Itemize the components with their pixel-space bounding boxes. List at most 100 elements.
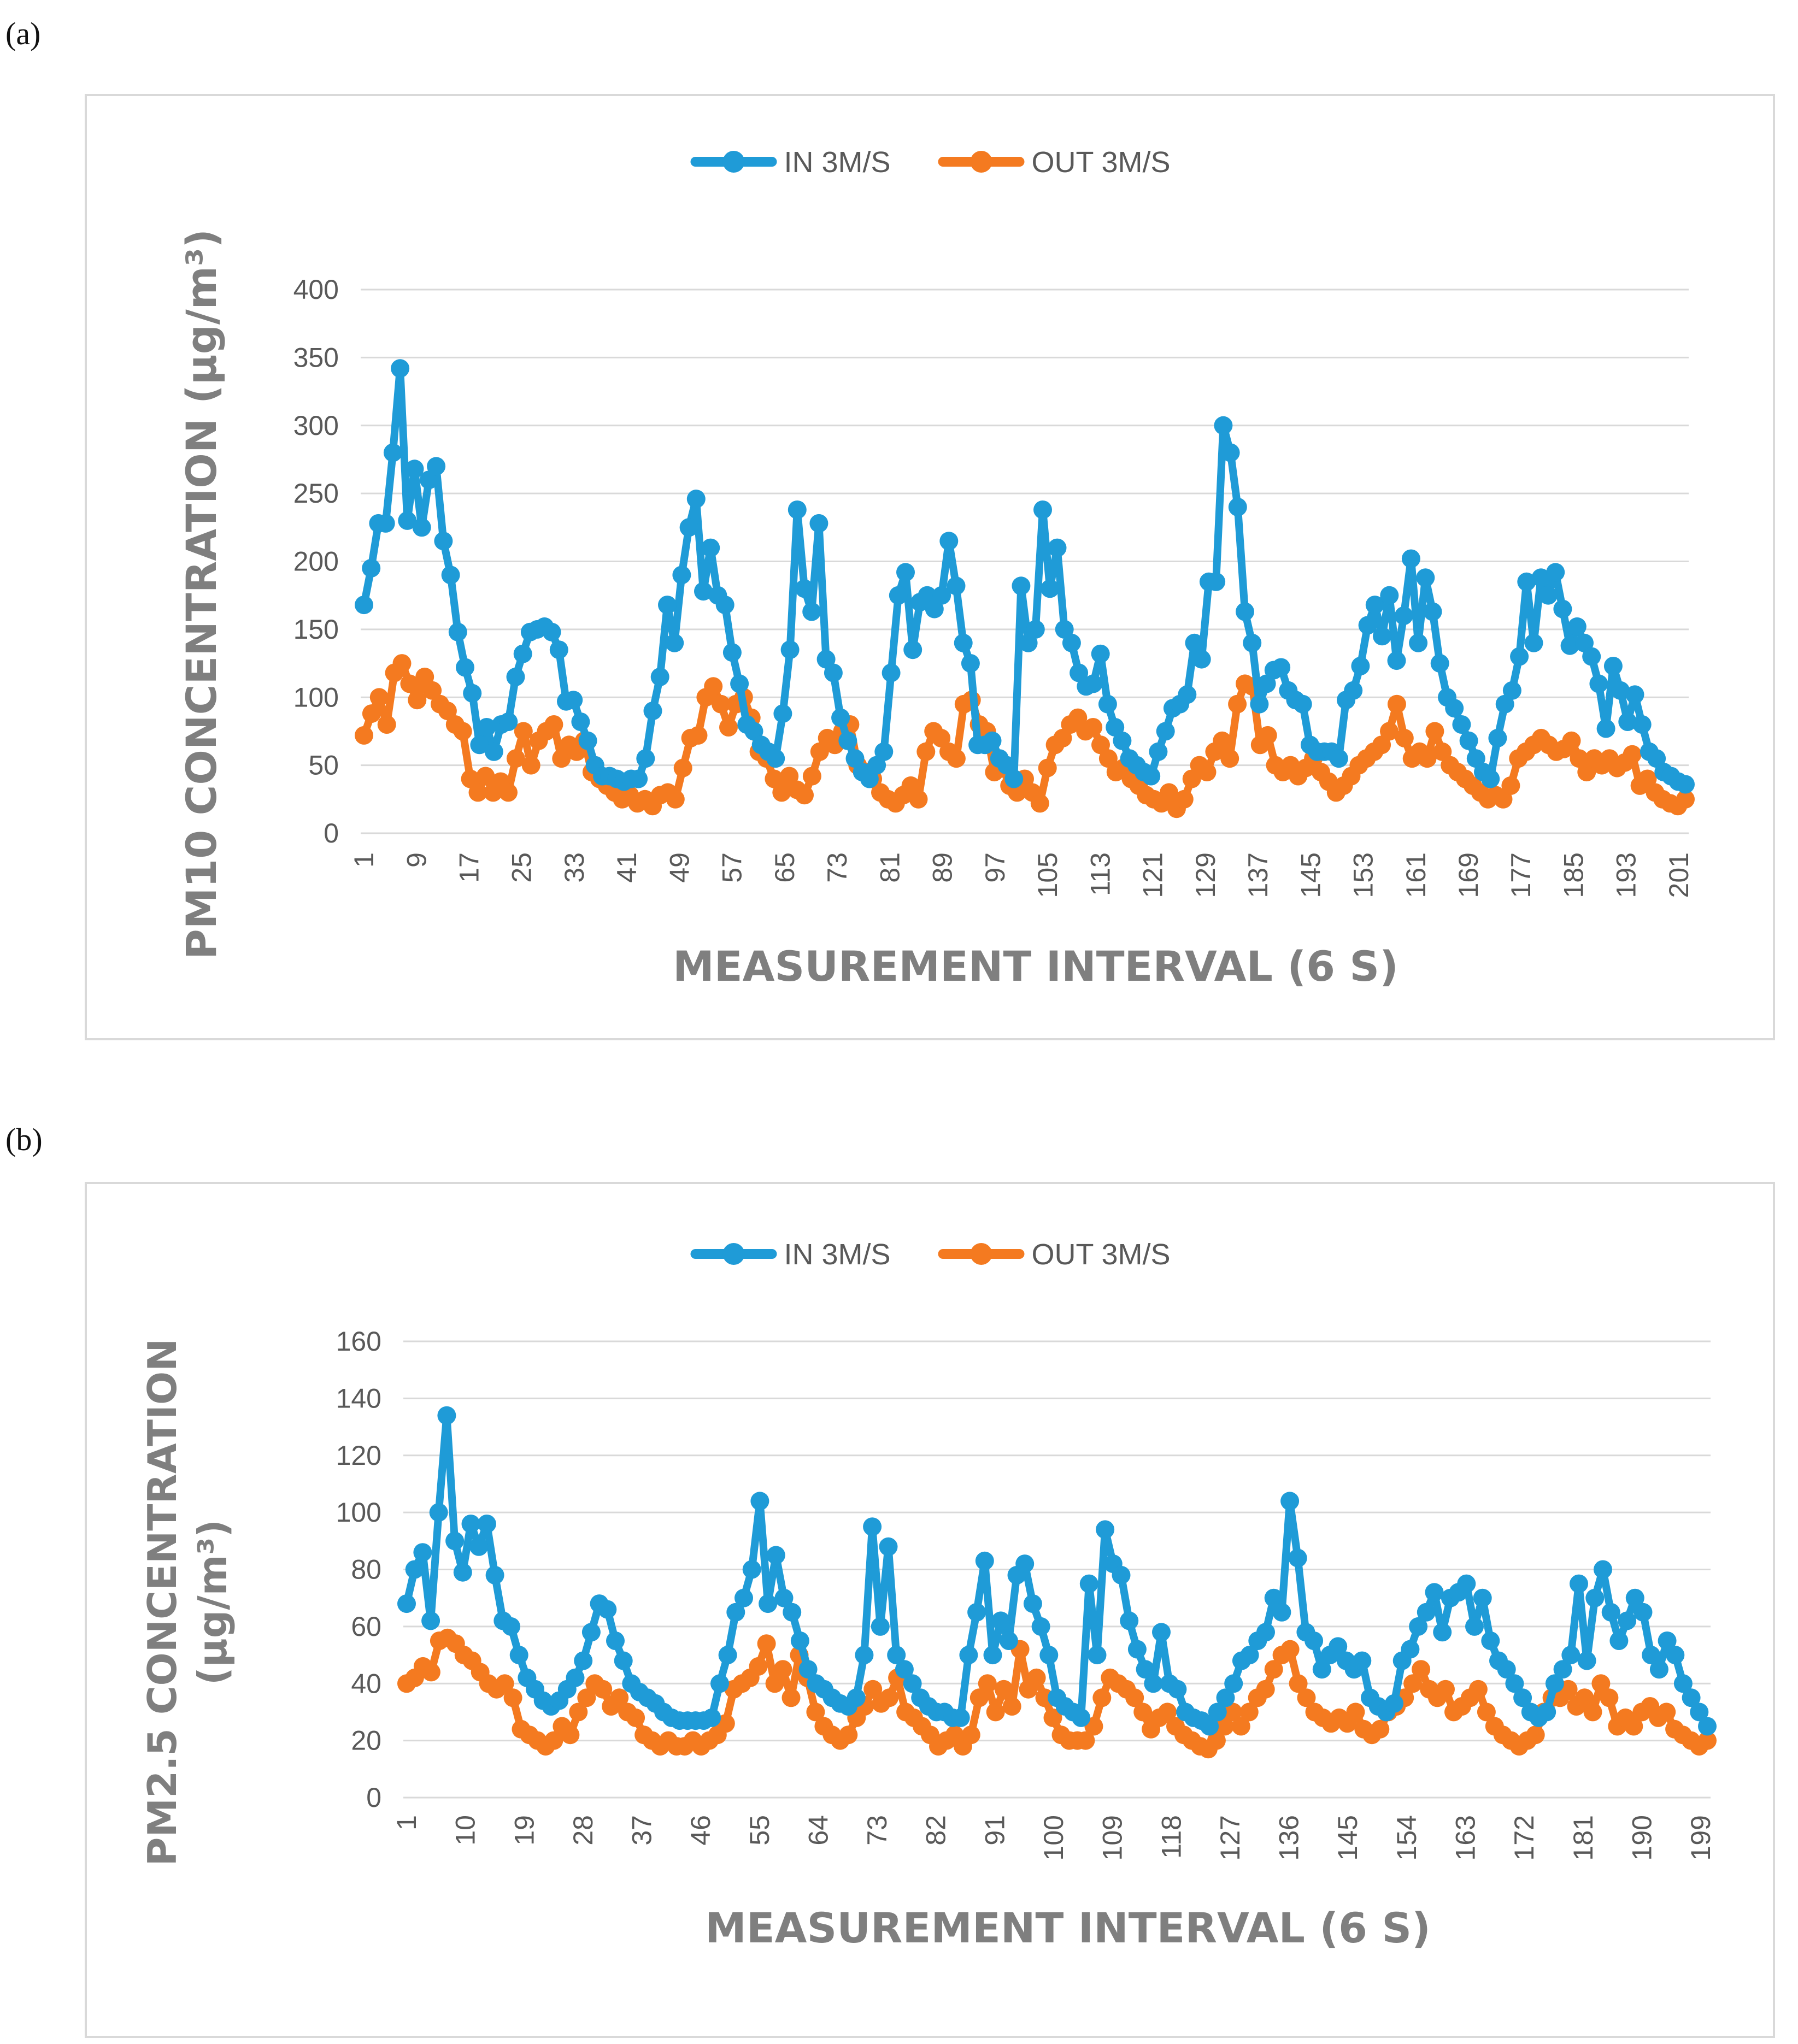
data-point-in — [961, 654, 980, 673]
data-point-out — [1258, 726, 1277, 745]
data-point-in — [419, 470, 438, 490]
data-point-in — [506, 667, 525, 686]
x-tick-label: 49 — [664, 852, 695, 883]
data-point-in — [1589, 674, 1608, 693]
x-tick-label: 177 — [1506, 852, 1536, 898]
data-point-out — [1600, 1688, 1619, 1707]
data-point-in — [1567, 617, 1587, 636]
data-point-in — [1409, 1617, 1428, 1636]
x-axis-title: MEASUREMENT INTERVAL (6 S) — [673, 942, 1399, 991]
data-point-in — [397, 1594, 416, 1613]
data-point-in — [437, 1406, 456, 1425]
x-tick-label: 201 — [1664, 852, 1694, 898]
data-point-in — [1425, 1583, 1444, 1602]
data-point-out — [1412, 1660, 1431, 1679]
data-point-out — [1501, 776, 1520, 795]
data-point-out — [544, 715, 563, 734]
data-point-out — [377, 715, 396, 734]
data-point-out — [765, 1674, 784, 1693]
data-point-out — [780, 767, 799, 786]
data-point-in — [1136, 1660, 1155, 1679]
x-tick-label: 169 — [1453, 852, 1484, 898]
data-point-out — [1002, 1697, 1021, 1716]
data-point-in — [1649, 1660, 1668, 1679]
data-point-out — [712, 694, 731, 714]
data-point-in — [1216, 1688, 1235, 1707]
legend-marker-out — [970, 151, 992, 173]
data-point-in — [564, 691, 583, 710]
data-point-in — [1473, 1588, 1492, 1607]
data-point-in — [1394, 606, 1413, 625]
data-point-in — [1625, 1588, 1644, 1607]
x-tick-label: 41 — [612, 852, 642, 883]
data-point-in — [1570, 1574, 1588, 1593]
data-point-in — [1192, 650, 1211, 669]
data-point-in — [925, 599, 944, 618]
data-point-out — [506, 749, 525, 768]
data-point-out — [362, 704, 381, 723]
x-tick-label: 193 — [1611, 852, 1642, 898]
data-point-in — [790, 1631, 809, 1650]
data-point-in — [701, 538, 720, 557]
data-point-in — [1127, 1640, 1147, 1659]
data-point-out — [1220, 749, 1239, 768]
x-tick-label: 10 — [450, 1815, 481, 1846]
panel-label-b: (b) — [5, 1122, 43, 1157]
data-point-out — [1182, 769, 1201, 788]
data-point-out — [408, 691, 427, 710]
data-point-in — [499, 712, 518, 731]
data-point-out — [1371, 1719, 1390, 1739]
data-point-in — [427, 457, 446, 476]
x-tick-label: 145 — [1295, 852, 1326, 898]
legend-label: IN 3M/S — [784, 146, 891, 179]
x-tick-label: 121 — [1138, 852, 1168, 898]
data-point-in — [566, 1668, 585, 1687]
data-point-in — [469, 1537, 489, 1556]
data-point-in — [1214, 416, 1233, 435]
data-point-in — [629, 769, 648, 788]
data-point-in — [1611, 681, 1630, 700]
data-point-in — [975, 1551, 994, 1570]
data-point-out — [1380, 722, 1399, 741]
data-point-out — [476, 767, 495, 786]
data-point-in — [1445, 699, 1464, 718]
data-point-out — [594, 1680, 613, 1699]
data-point-out — [1418, 749, 1437, 768]
data-point-out — [1231, 1717, 1250, 1736]
x-tick-label: 100 — [1038, 1815, 1069, 1860]
data-point-in — [1041, 579, 1060, 598]
data-point-in — [1257, 674, 1276, 693]
y-tick-label: 0 — [366, 1782, 381, 1813]
data-point-in — [1353, 1651, 1372, 1670]
data-point-out — [716, 1714, 735, 1733]
x-tick-label: 136 — [1274, 1815, 1305, 1860]
x-tick-label: 154 — [1391, 1815, 1422, 1860]
data-point-out — [782, 1688, 801, 1707]
data-point-in — [991, 1611, 1010, 1630]
x-tick-label: 185 — [1558, 852, 1589, 898]
data-point-in — [1031, 1617, 1050, 1636]
data-point-out — [1084, 718, 1103, 737]
data-point-in — [774, 1588, 794, 1607]
x-tick-label: 9 — [401, 852, 432, 868]
data-point-in — [766, 749, 785, 768]
data-point-in — [614, 1651, 633, 1670]
data-point-in — [783, 1603, 802, 1622]
data-point-in — [513, 644, 532, 663]
legend-label: IN 3M/S — [784, 1238, 891, 1271]
data-point-in — [860, 769, 879, 788]
data-point-in — [759, 1594, 778, 1613]
data-point-in — [1433, 1623, 1452, 1642]
data-point-in — [1538, 586, 1558, 605]
data-point-out — [880, 1688, 899, 1707]
data-point-in — [1481, 769, 1500, 788]
data-point-in — [1553, 599, 1572, 618]
x-tick-label: 33 — [559, 852, 590, 883]
data-point-out — [1068, 708, 1088, 727]
data-point-out — [1468, 1680, 1488, 1699]
x-tick-label: 181 — [1568, 1815, 1599, 1860]
data-point-in — [1465, 1617, 1484, 1636]
data-point-in — [918, 586, 937, 605]
data-point-out — [947, 749, 966, 768]
